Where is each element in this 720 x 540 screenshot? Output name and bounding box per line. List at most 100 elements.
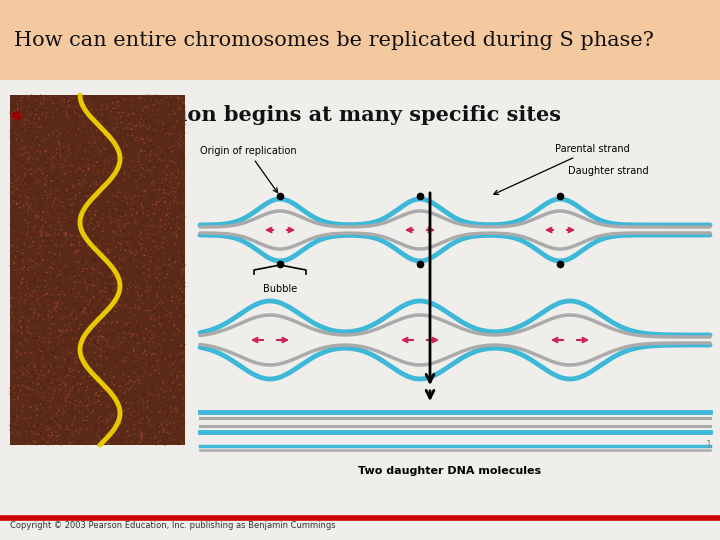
Point <box>145 370 156 379</box>
Point <box>125 263 137 272</box>
Point <box>76 237 87 246</box>
Point <box>22 293 34 301</box>
Point <box>101 145 112 154</box>
Point <box>26 131 37 139</box>
Point <box>147 106 158 114</box>
Point <box>22 92 34 100</box>
Point <box>107 114 119 123</box>
Point <box>174 295 186 304</box>
Point <box>50 105 62 114</box>
Point <box>29 362 40 370</box>
Point <box>101 213 112 222</box>
Point <box>118 349 130 358</box>
Point <box>175 345 186 353</box>
Point <box>73 163 85 172</box>
Point <box>125 238 137 247</box>
Point <box>90 358 102 367</box>
Point <box>160 416 171 425</box>
Point <box>53 382 64 391</box>
Point <box>87 94 99 103</box>
Point <box>174 143 185 151</box>
Point <box>155 420 166 428</box>
Point <box>107 300 119 308</box>
Point <box>62 321 73 329</box>
Point <box>126 170 138 179</box>
Point <box>48 411 60 420</box>
Point <box>114 239 126 247</box>
Point <box>145 179 157 188</box>
Point <box>59 247 71 255</box>
Point <box>28 322 40 330</box>
Point <box>163 260 175 269</box>
Point <box>81 193 93 201</box>
Point <box>167 191 179 199</box>
Point <box>68 328 79 337</box>
Point <box>23 148 35 157</box>
Point <box>146 166 158 175</box>
Point <box>35 177 46 186</box>
Point <box>146 404 158 413</box>
Point <box>132 322 144 330</box>
Point <box>55 253 66 261</box>
Point <box>174 105 186 113</box>
Point <box>42 256 54 265</box>
Point <box>15 104 27 112</box>
Point <box>122 234 133 242</box>
Point <box>32 113 44 122</box>
Point <box>49 243 60 252</box>
Point <box>142 350 153 359</box>
Point <box>136 240 148 248</box>
Point <box>116 264 127 273</box>
Point <box>18 248 30 257</box>
Point <box>27 228 39 237</box>
Point <box>32 329 43 338</box>
Point <box>176 399 187 408</box>
Point <box>12 185 23 193</box>
Point <box>143 396 154 405</box>
Point <box>107 155 119 164</box>
Point <box>169 240 181 248</box>
Point <box>99 318 110 327</box>
Point <box>44 240 55 248</box>
Point <box>63 335 75 343</box>
Point <box>176 379 187 387</box>
Point <box>24 421 36 430</box>
Point <box>75 287 86 295</box>
Point <box>150 244 161 252</box>
Point <box>40 298 52 307</box>
Point <box>128 346 140 355</box>
Point <box>143 390 155 399</box>
Point <box>73 176 85 185</box>
Point <box>150 274 162 282</box>
Point <box>54 184 66 192</box>
Point <box>147 338 158 347</box>
Point <box>107 431 118 440</box>
Point <box>31 334 42 343</box>
Point <box>164 144 176 152</box>
Point <box>73 251 85 260</box>
Point <box>135 142 147 151</box>
Point <box>13 401 24 410</box>
Point <box>179 373 191 381</box>
Point <box>49 177 60 185</box>
Point <box>131 347 143 356</box>
Point <box>152 111 163 119</box>
Point <box>54 144 66 152</box>
Point <box>166 380 178 388</box>
Point <box>9 393 20 401</box>
Point <box>160 217 171 225</box>
Point <box>153 195 164 204</box>
Point <box>20 325 32 333</box>
Point <box>155 126 166 135</box>
Point <box>91 292 103 300</box>
Point <box>35 244 46 253</box>
Point <box>148 186 160 195</box>
Point <box>157 105 168 113</box>
Point <box>102 108 113 117</box>
Point <box>179 260 190 268</box>
Point <box>89 152 100 160</box>
Point <box>76 150 87 158</box>
Point <box>57 396 68 404</box>
Point <box>92 189 104 198</box>
Point <box>120 92 132 100</box>
